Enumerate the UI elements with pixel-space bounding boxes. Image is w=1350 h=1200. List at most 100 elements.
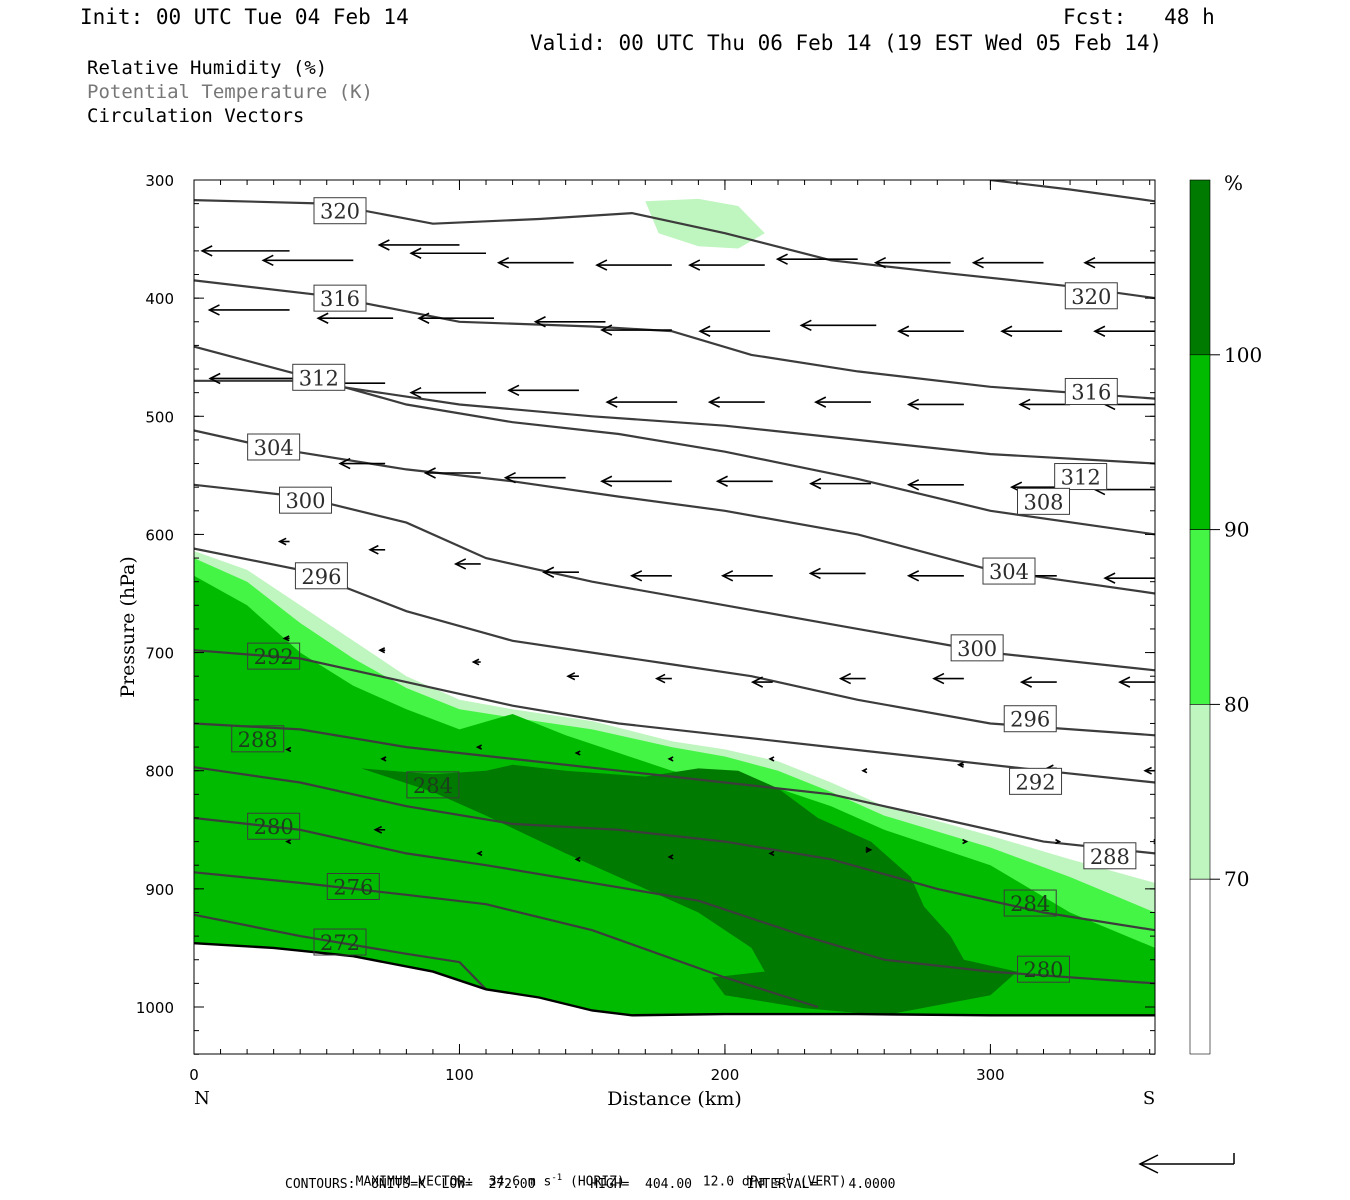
y-tick-label: 1000 — [136, 999, 174, 1017]
vector-2 — [377, 239, 460, 251]
vector-17 — [799, 319, 877, 332]
max-vector-note: MAXIMUM VECTOR: 34.6 m s-1 (HORIZ) 12.0 d… — [340, 1158, 847, 1189]
vector-head — [654, 673, 666, 684]
x-tick-label: 200 — [711, 1066, 740, 1084]
vector-43 — [453, 558, 481, 570]
vector-52 — [378, 647, 386, 654]
theta-line-304 — [194, 429, 1155, 595]
vector-head — [873, 256, 887, 269]
vector-head — [799, 319, 812, 332]
colorbar-label: 80 — [1224, 692, 1249, 716]
x-tick-label: 300 — [976, 1066, 1005, 1084]
theta-label-box-296 — [1003, 705, 1057, 733]
vector-58 — [932, 672, 964, 685]
theta-label-292: 292 — [1015, 770, 1055, 794]
theta-label-300: 300 — [957, 637, 997, 661]
vector-36 — [715, 475, 773, 487]
theta-label-320: 320 — [1071, 285, 1111, 309]
vector-74 — [574, 856, 581, 862]
vector-27 — [814, 396, 871, 408]
vector-head — [507, 384, 520, 397]
vector-28 — [906, 398, 964, 411]
theta-line-316 — [194, 279, 1155, 400]
y-tick-label: 900 — [145, 881, 174, 899]
vector-head — [962, 838, 969, 845]
vector-head — [208, 372, 221, 385]
vector-65 — [667, 756, 674, 762]
vector-9 — [971, 256, 1044, 269]
y-tick-label: 700 — [145, 645, 174, 663]
vector-head — [277, 537, 287, 546]
vector-head — [503, 472, 516, 484]
theta-label-304: 304 — [989, 560, 1029, 584]
theta-label-292: 292 — [254, 645, 294, 669]
axes-layer: 300 400 500 600 700 800 900 1000 0 100 200 300 N S Dis… — [117, 172, 1156, 1110]
legend-vectors: Circulation Vectors — [87, 105, 305, 127]
init-time: Init: 00 UTC Tue 04 Feb 14 — [80, 5, 409, 29]
vector-42 — [368, 544, 386, 555]
vector-head — [698, 325, 711, 337]
vector-13 — [417, 312, 494, 324]
vector-55 — [654, 673, 672, 684]
vector-head — [471, 658, 480, 666]
exp-1: -1 — [551, 1173, 563, 1183]
vector-head — [897, 325, 910, 337]
contour-info: CONTOURS: UNITS=K LOW= 272.00 HIGH= 404.… — [285, 1177, 896, 1192]
vector-head — [906, 570, 920, 582]
colorbar-segment-100 — [1189, 179, 1211, 356]
theta-label-box-316 — [313, 284, 367, 312]
vector-46 — [720, 570, 773, 582]
valid-time: Valid: 00 UTC Thu 06 Feb 14 (19 EST Wed … — [530, 31, 1163, 55]
vector-11 — [207, 304, 290, 316]
theta-label-box-304 — [247, 433, 301, 461]
theta-label-300: 300 — [285, 489, 325, 513]
vector-head — [707, 396, 720, 408]
vector-head — [667, 854, 674, 860]
vector-head — [814, 396, 827, 408]
vector-37 — [809, 477, 871, 490]
vector-50 — [1103, 572, 1155, 584]
y-tick-label: 500 — [145, 408, 174, 426]
vector-layer — [200, 239, 1155, 862]
vector-45 — [629, 570, 672, 582]
vector-head — [282, 635, 290, 642]
vector-25 — [605, 396, 678, 408]
vector-head — [542, 566, 555, 578]
vector-head — [932, 672, 945, 685]
colorbar-label: 100 — [1224, 343, 1262, 367]
theta-label-288: 288 — [238, 728, 278, 752]
theta-label-280: 280 — [1023, 958, 1063, 982]
vector-head — [475, 744, 483, 750]
vector-head — [377, 239, 390, 251]
vector-head — [1018, 398, 1031, 411]
vector-51 — [282, 635, 290, 642]
south-label: S — [1143, 1088, 1155, 1109]
theta-label-284: 284 — [413, 774, 453, 798]
theta-line-284 — [194, 766, 1155, 932]
vector-23 — [409, 386, 487, 399]
theta-label-box-292 — [247, 642, 301, 670]
vector-32 — [338, 457, 386, 470]
vector-71 — [285, 838, 292, 845]
vector-60 — [1118, 676, 1155, 688]
theta-label-box-296 — [294, 562, 348, 590]
vector-34 — [503, 472, 566, 484]
x-tick-label: 100 — [445, 1066, 474, 1084]
vector-68 — [956, 761, 964, 768]
theta-label-box-288 — [1083, 842, 1137, 870]
theta-line-300 — [194, 483, 1155, 672]
vector-head — [600, 475, 613, 487]
x-axis-title: Distance (km) — [607, 1088, 742, 1110]
rh-fill-rh_100 — [361, 764, 1017, 1016]
vector-head — [775, 253, 788, 265]
theta-label-308: 308 — [1023, 490, 1063, 514]
vector-66 — [768, 756, 775, 762]
vector-head — [667, 756, 674, 762]
theta-label-304: 304 — [254, 436, 294, 460]
vector-62 — [380, 756, 387, 762]
vector-15 — [600, 324, 672, 336]
y-tick-label: 400 — [145, 290, 174, 308]
vector-head — [1083, 256, 1096, 269]
terrain-fill — [194, 943, 1155, 1054]
max-vector-horiz: MAXIMUM VECTOR: 34.6 m s — [355, 1174, 552, 1190]
